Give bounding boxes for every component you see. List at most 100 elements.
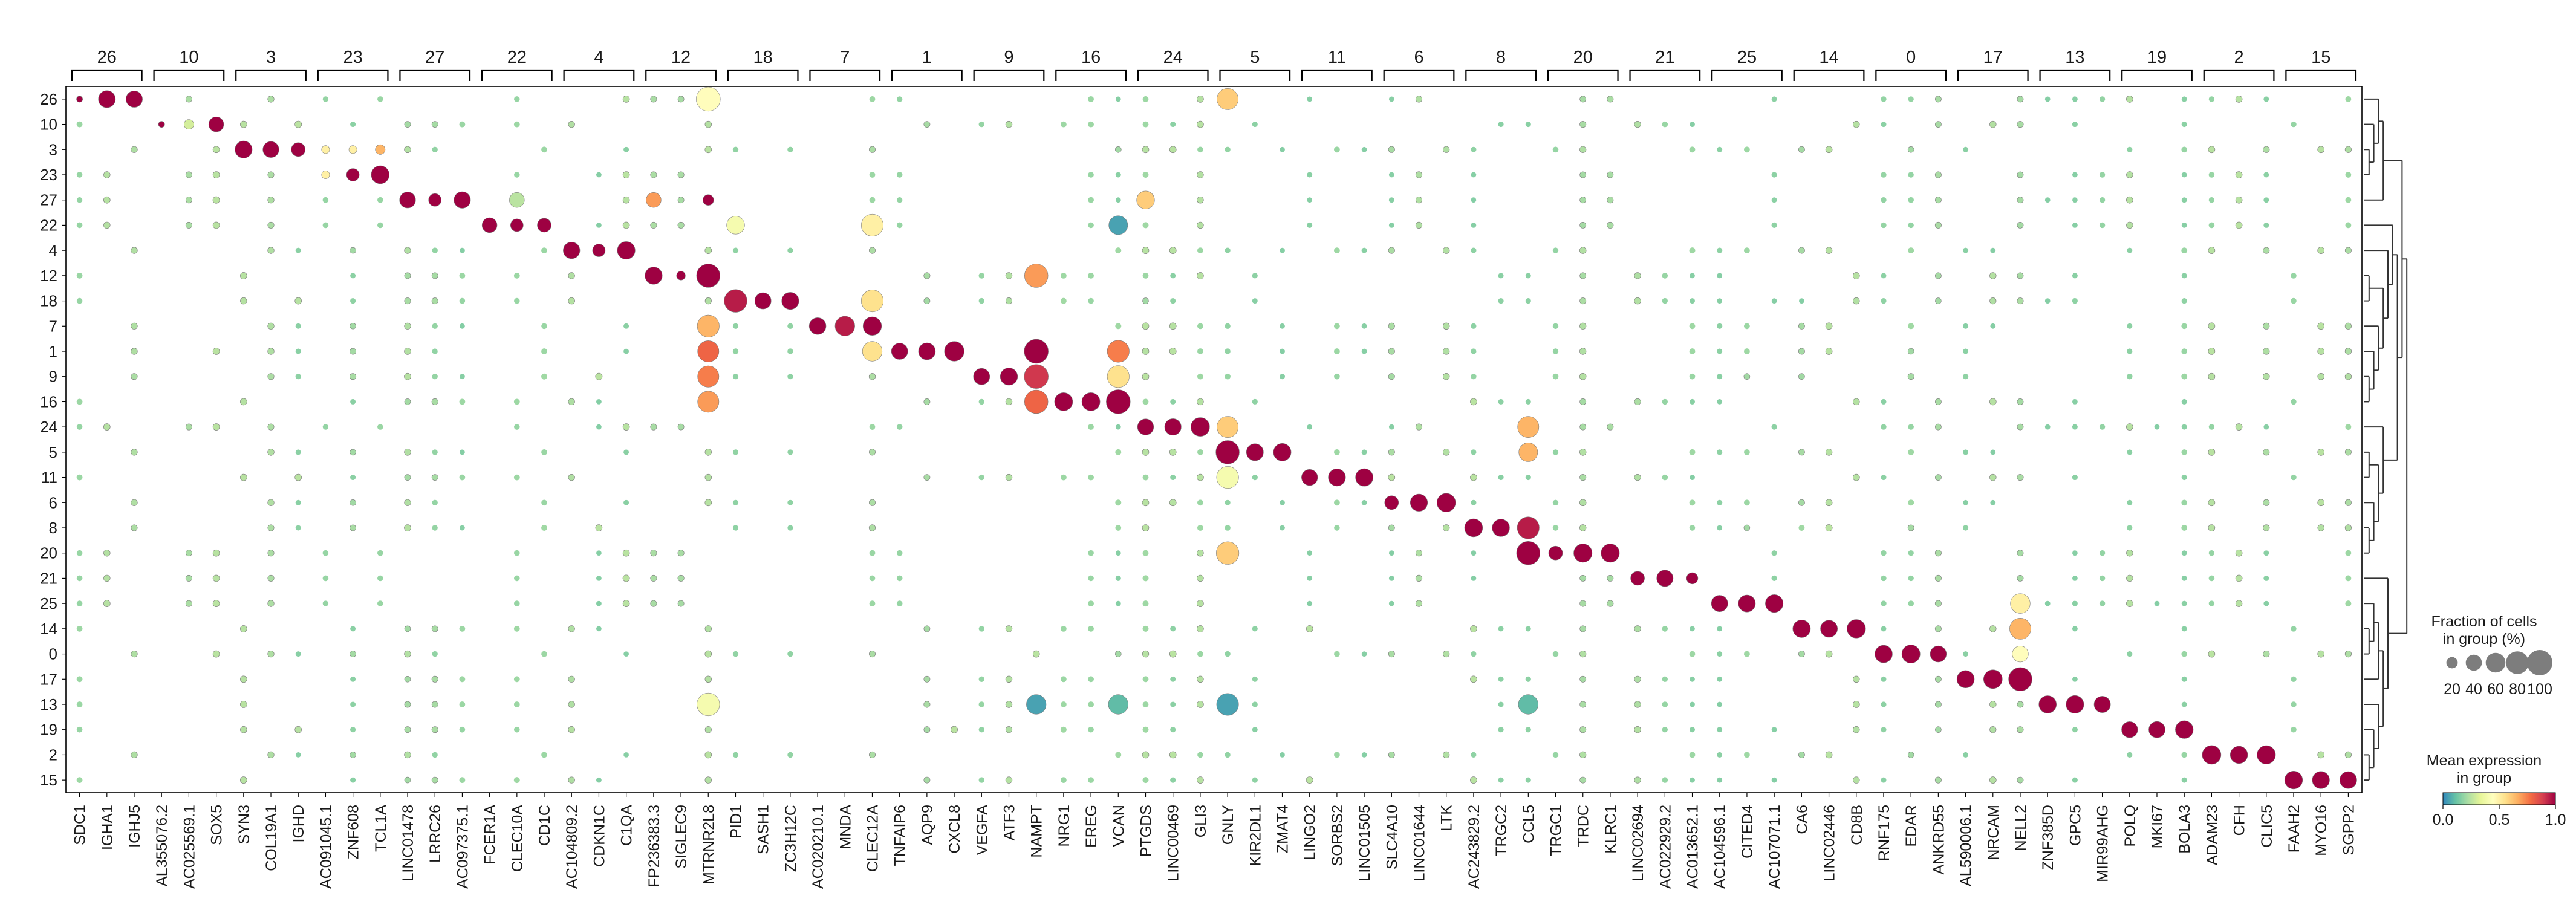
dot-SIGLEC9-25 xyxy=(677,600,685,607)
dot-AC013652.1-10 xyxy=(1690,122,1695,128)
dot-TRGC2-15 xyxy=(1498,777,1504,783)
dot-CLEC10A-14 xyxy=(513,626,520,632)
dot-AC013652.1-6 xyxy=(1689,499,1696,506)
dot-VCAN-22 xyxy=(1108,215,1128,235)
dot-CD8B-15 xyxy=(1853,776,1860,784)
dot-LRRC26-9 xyxy=(432,374,438,380)
dot-AQP9-17 xyxy=(923,675,931,683)
dot-LINC02694-16 xyxy=(1634,398,1641,405)
dot-KLRC1-26 xyxy=(1607,96,1614,103)
dot-GPC5-25 xyxy=(2072,600,2078,606)
dot-ZNF385D-24 xyxy=(2044,424,2051,430)
dot-FP236383.3-21 xyxy=(650,574,657,582)
dot-MKI67-25 xyxy=(2154,600,2160,606)
dot-CDKN1C-24 xyxy=(596,424,602,430)
dot-CLEC12A-3 xyxy=(869,146,876,153)
dot-AC107071.1-23 xyxy=(1771,172,1777,178)
dot-EDAR-9 xyxy=(1907,373,1914,380)
dot-AC097375.1-18 xyxy=(459,297,466,304)
dot-AC104809.2-14 xyxy=(568,625,575,632)
dot-ADAM23-3 xyxy=(2208,146,2216,154)
dot-MTRNR2L8-2 xyxy=(704,751,712,759)
dot-IGHJ5-7 xyxy=(131,322,138,330)
dot-ATF3-14 xyxy=(1005,625,1013,632)
dot-IGHD-6 xyxy=(295,499,301,505)
dot-LRRC26-16 xyxy=(431,398,438,405)
gene-label: MIR99AHG xyxy=(2095,805,2112,882)
group-bracket xyxy=(973,69,1045,81)
dot-CITED4-0 xyxy=(1743,651,1750,657)
dot-CLEC10A-12 xyxy=(513,273,520,279)
gene-label: PTGDS xyxy=(1137,805,1154,857)
dot-AC243829.2-15 xyxy=(1470,776,1477,784)
dot-LRRC26-12 xyxy=(431,272,438,279)
dot-CLEC12A-25 xyxy=(869,600,876,606)
dot-LINC01478-10 xyxy=(404,121,411,128)
dot-PTGDS-12 xyxy=(1142,273,1149,279)
dot-SYN3-15 xyxy=(239,776,247,784)
dot-SDC1-23 xyxy=(76,172,83,178)
dot-KIR2DL1-12 xyxy=(1252,273,1258,279)
group-bracket xyxy=(1219,69,1291,81)
dot-EDAR-0 xyxy=(1901,645,1921,664)
dot-GPC5-14 xyxy=(2072,626,2078,632)
dot-RNF175-20 xyxy=(1881,550,1887,556)
dot-SGPP2-23 xyxy=(2345,172,2352,178)
dot-SOX5-1 xyxy=(212,348,220,355)
dot-SOX5-3 xyxy=(212,146,220,154)
dot-NRCAM-7 xyxy=(1990,323,1996,329)
dot-TNFAIP6-27 xyxy=(897,197,903,203)
dot-LINC02446-3 xyxy=(1825,146,1833,154)
dot-CCL5-18 xyxy=(1525,298,1531,304)
dot-NELL2-27 xyxy=(2017,197,2024,204)
dot-LRRC26-18 xyxy=(431,297,438,305)
dot-GPC5-21 xyxy=(2072,576,2078,581)
dot-SDC1-13 xyxy=(76,701,83,707)
dot-CLIC5-3 xyxy=(2263,146,2270,153)
dot-AC104809.2-12 xyxy=(568,272,575,279)
dot-ZNF608-18 xyxy=(350,298,356,304)
dot-CCL5-5 xyxy=(1518,443,1538,462)
dot-EREG-19 xyxy=(1088,726,1094,733)
dot-TRDC-3 xyxy=(1579,146,1587,153)
gene-label: EREG xyxy=(1083,805,1100,848)
dot-TRGC1-9 xyxy=(1552,373,1559,380)
dot-SYN3-16 xyxy=(239,398,247,406)
dot-C1QA-5 xyxy=(623,449,629,455)
gene-label: MYO16 xyxy=(2313,805,2330,856)
dot-VCAN-1 xyxy=(1107,340,1130,363)
dot-BOLA3-7 xyxy=(2181,323,2187,330)
dot-PTGDS-13 xyxy=(1142,701,1149,707)
gene-label: TRGC2 xyxy=(1493,805,1510,856)
dot-SGPP2-9 xyxy=(2344,373,2352,380)
dot-ZC3H12C-9 xyxy=(787,374,793,380)
dot-AC013652.1-18 xyxy=(1690,298,1695,304)
dot-MTRNR2L8-5 xyxy=(704,449,712,456)
dot-ADAM23-2 xyxy=(2202,745,2222,765)
dot-EDAR-27 xyxy=(1908,197,1914,203)
dot-AC097375.1-7 xyxy=(460,323,465,329)
dot-TCL1A-24 xyxy=(377,424,383,430)
dot-CCL5-13 xyxy=(1518,694,1538,715)
dot-LRRC26-0 xyxy=(432,651,438,657)
dot-SGPP2-21 xyxy=(2345,575,2352,582)
dot-EDAR-2 xyxy=(1907,752,1914,758)
dot-LINC01478-27 xyxy=(399,192,416,209)
dot-RNF175-10 xyxy=(1881,122,1887,128)
gene-label: LINC01644 xyxy=(1411,805,1428,882)
dot-TRDC-0 xyxy=(1579,650,1587,658)
dot-FP236383.3-12 xyxy=(645,267,663,285)
dot-COL19A1-25 xyxy=(267,600,275,607)
dot-CLEC10A-24 xyxy=(514,424,520,430)
dot-BOLA3-12 xyxy=(2181,273,2187,279)
dot-FAAH2-18 xyxy=(2291,297,2297,304)
dot-AC091045.1-22 xyxy=(322,222,329,229)
dot-CA6-9 xyxy=(1798,373,1805,380)
dot-EREG-22 xyxy=(1088,222,1094,229)
dot-IGHJ5-0 xyxy=(131,650,138,658)
dot-MTRNR2L8-12 xyxy=(696,264,721,288)
dot-POLQ-19 xyxy=(2121,721,2138,738)
dot-AC104809.2-17 xyxy=(568,675,575,683)
dot-TRDC-6 xyxy=(1579,499,1587,506)
dot-VCAN-8 xyxy=(1115,525,1122,531)
